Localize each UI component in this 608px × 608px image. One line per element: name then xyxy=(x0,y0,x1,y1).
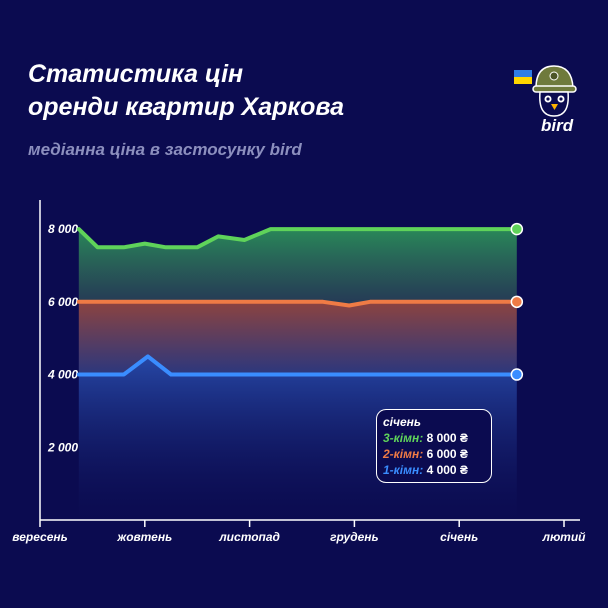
x-tick-label: лютий xyxy=(541,530,586,544)
annotation-row-2-room: 2-кімн: 6 000 ₴ xyxy=(383,446,491,462)
series-line xyxy=(76,354,519,377)
x-tick-label: грудень xyxy=(330,530,379,544)
series-line xyxy=(76,299,519,308)
series-area xyxy=(78,301,517,375)
series-end-point xyxy=(510,295,524,309)
y-tick-label: 4 000 xyxy=(47,368,78,382)
annotation-value: 6 000 ₴ xyxy=(426,447,468,461)
y-tick-label: 2 000 xyxy=(47,440,78,454)
ukraine-flag-icon xyxy=(514,70,532,84)
annotation-label: 2-кімн: xyxy=(383,447,424,461)
x-tick-label: січень xyxy=(440,530,478,544)
x-tick-label: листопад xyxy=(218,530,280,544)
title-line-2: оренди квартир Харкова xyxy=(28,93,345,121)
annotation-value: 8 000 ₴ xyxy=(426,431,468,445)
series-line xyxy=(76,227,519,250)
series-end-point xyxy=(510,368,524,381)
y-tick-label: 6 000 xyxy=(48,295,78,309)
series-area xyxy=(78,229,517,306)
brand-logo-text: bird xyxy=(541,116,574,135)
annotation-month: січень xyxy=(383,415,422,429)
subtitle: медіанна ціна в застосунку bird xyxy=(28,140,302,159)
page-title: Статистика цін оренди квартир Харкова xyxy=(28,58,468,124)
y-tick-label: 8 000 xyxy=(48,222,78,236)
bird-helmet-icon xyxy=(514,65,577,117)
title-line-1: Статистика цін xyxy=(28,60,244,88)
annotation-row-1-room: 1-кімн: 4 000 ₴ xyxy=(383,462,491,478)
x-tick-label: вересень xyxy=(12,530,68,544)
annotation-label: 3-кімн: xyxy=(383,431,424,445)
chart-annotation: січень 3-кімн: 8 000 ₴ 2-кімн: 6 000 ₴ 1… xyxy=(376,409,492,483)
x-tick-label: жовтень xyxy=(116,530,172,544)
series-end-point xyxy=(510,222,524,236)
annotation-value: 4 000 ₴ xyxy=(426,463,468,477)
annotation-label: 1-кімн: xyxy=(383,463,424,477)
annotation-row-3-room: 3-кімн: 8 000 ₴ xyxy=(383,430,491,446)
